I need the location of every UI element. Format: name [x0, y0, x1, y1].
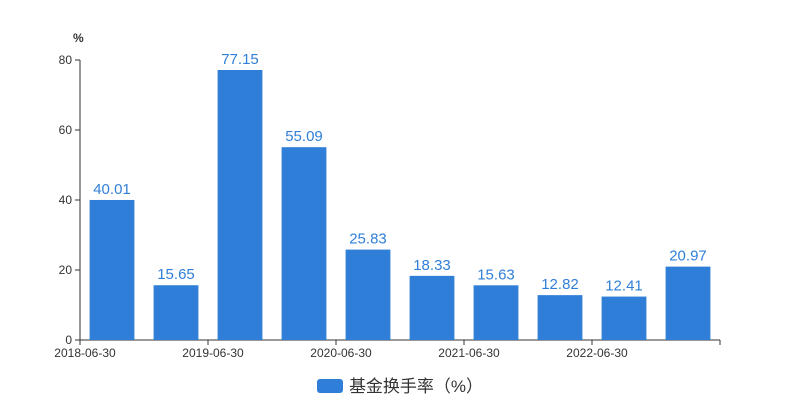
data-labels: 40.01 15.65 77.15 55.09 25.83 18.33 15.63 12.82… — [93, 51, 707, 295]
y-axis: 0 20 40 60 80 — [59, 53, 81, 347]
data-label: 25.83 — [349, 231, 387, 248]
data-label: 77.15 — [221, 51, 259, 68]
bar-series — [89, 69, 711, 340]
data-label: 18.33 — [413, 257, 451, 274]
legend[interactable]: 基金换手率（%） — [0, 372, 800, 397]
legend-swatch — [316, 379, 343, 393]
data-label: 40.01 — [93, 181, 131, 198]
bar — [537, 295, 583, 340]
bar — [217, 69, 263, 340]
x-tick-label: 2022-06-30 — [566, 346, 628, 360]
data-label: 55.09 — [285, 128, 323, 145]
y-tick-label: 40 — [59, 193, 73, 207]
bar — [409, 275, 455, 340]
x-tick-label: 2019-06-30 — [182, 346, 244, 360]
bar — [89, 199, 135, 340]
x-tick-label: 2021-06-30 — [438, 346, 500, 360]
legend-label: 基金换手率（%） — [348, 377, 484, 396]
bar — [345, 249, 391, 340]
data-label: 15.63 — [477, 266, 515, 283]
y-tick-label: 60 — [59, 123, 73, 137]
bar — [473, 285, 519, 340]
bar — [601, 296, 647, 340]
bar — [665, 266, 711, 340]
y-tick-label: 0 — [65, 333, 72, 347]
data-label: 12.82 — [541, 276, 579, 293]
x-tick-label: 2020-06-30 — [310, 346, 372, 360]
y-tick-label: 20 — [59, 263, 73, 277]
bar — [153, 285, 199, 340]
x-tick-label: 2018-06-30 — [54, 346, 116, 360]
data-label: 15.65 — [157, 266, 195, 283]
x-axis: 2018-06-30 2019-06-30 2020-06-30 2021-06-30… — [54, 339, 721, 360]
bar — [281, 147, 327, 340]
y-tick-label: 80 — [59, 53, 73, 67]
y-axis-unit-label: % — [73, 31, 84, 45]
data-label: 12.41 — [605, 278, 643, 295]
data-label: 20.97 — [669, 248, 707, 265]
